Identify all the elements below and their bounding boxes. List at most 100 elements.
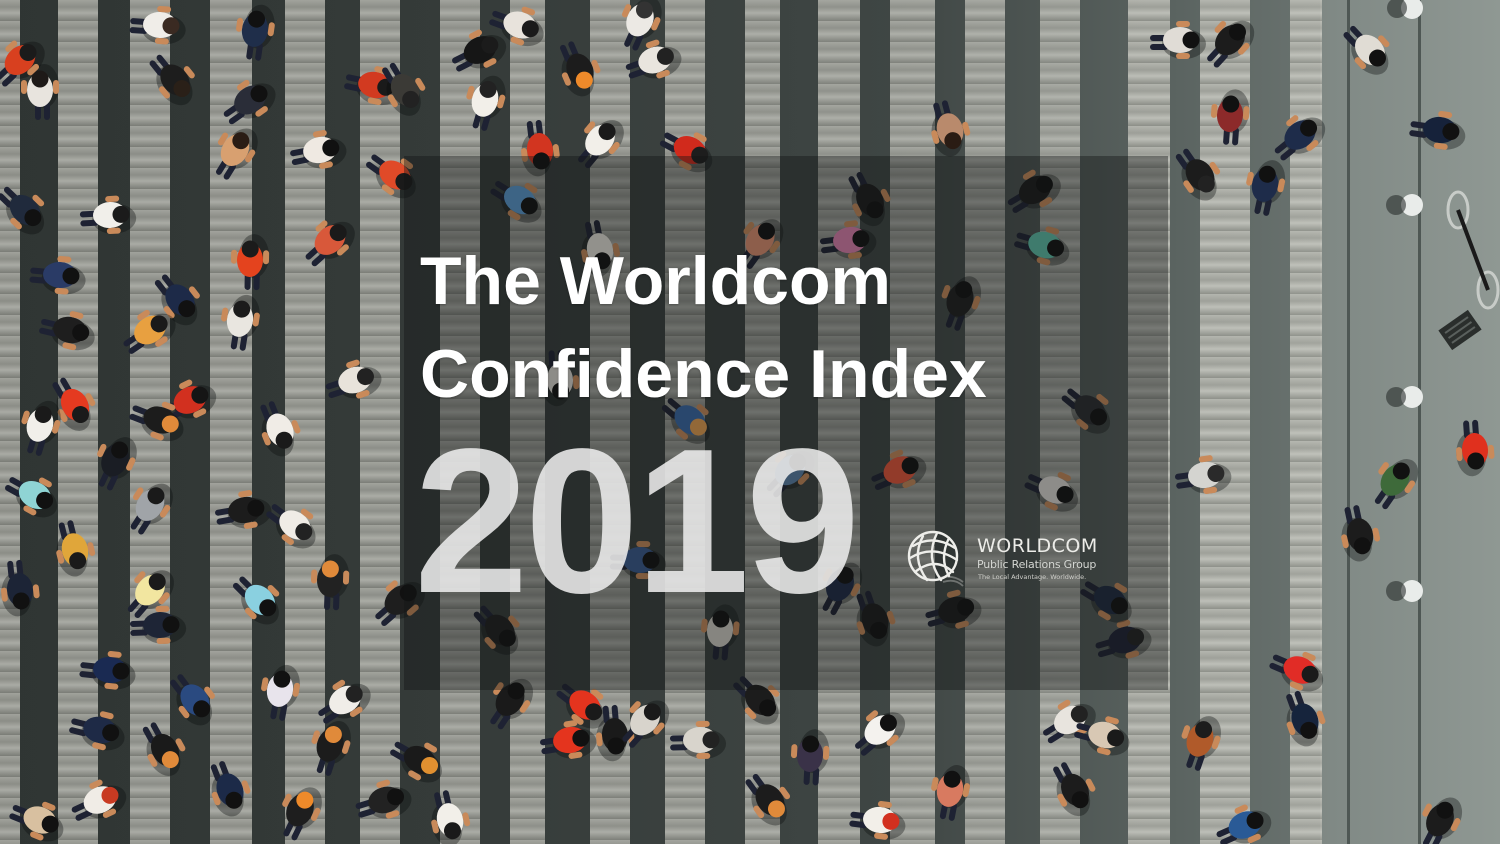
kerb-line	[1418, 0, 1421, 844]
title-overlay-box	[404, 156, 1168, 690]
bollards	[1386, 0, 1423, 602]
pedestrian	[871, 449, 927, 490]
pedestrian	[170, 674, 215, 726]
pedestrian	[366, 154, 416, 199]
pedestrian	[79, 195, 137, 235]
logo-subtitle: Public Relations Group	[977, 558, 1097, 571]
pedestrian	[733, 676, 780, 725]
pedestrian	[1061, 388, 1111, 434]
pedestrian	[1274, 115, 1326, 161]
pedestrian	[466, 75, 506, 131]
pedestrian	[318, 679, 371, 724]
pedestrian	[221, 294, 260, 351]
pedestrian	[1150, 21, 1206, 59]
pedestrian	[1053, 762, 1096, 817]
pedestrian	[21, 400, 61, 456]
pedestrian	[52, 377, 96, 431]
pedestrian	[849, 800, 906, 840]
pedestrian	[1269, 651, 1324, 692]
logo-wordmark: WORLDCOM	[977, 535, 1098, 557]
pedestrian	[355, 779, 412, 819]
pedestrian	[700, 604, 740, 661]
pedestrian	[390, 741, 442, 783]
pedestrian	[29, 255, 86, 295]
pedestrian	[622, 700, 670, 748]
pedestrian	[520, 119, 560, 177]
pedestrian	[127, 570, 174, 618]
pedestrian	[766, 450, 815, 498]
pedestrian	[21, 64, 59, 120]
pedestrian	[305, 220, 355, 267]
pedestrian	[1174, 455, 1232, 494]
pedestrian	[79, 650, 136, 690]
pedestrian	[56, 520, 96, 577]
pedestrian	[452, 29, 507, 72]
pedestrian	[1080, 581, 1132, 623]
pedestrian	[215, 490, 272, 529]
pedestrian	[1246, 160, 1286, 216]
crosswalk-stripe	[890, 0, 935, 844]
pedestrian	[1181, 716, 1221, 771]
pedestrian	[540, 720, 597, 759]
pedestrian	[848, 172, 891, 227]
pedestrian	[0, 559, 40, 617]
pedestrian	[142, 722, 186, 777]
pedestrian	[556, 683, 606, 729]
pedestrian	[210, 761, 251, 817]
pedestrian	[261, 664, 300, 721]
pedestrian	[1343, 25, 1390, 75]
worldcom-logo: WORLDCOM Public Relations Group The Loca…	[903, 528, 1103, 588]
pedestrian	[290, 129, 347, 169]
crosswalk-stripe	[1128, 0, 1170, 844]
pedestrian	[560, 41, 601, 97]
pedestrian	[941, 276, 982, 331]
pedestrian	[260, 401, 301, 457]
pedestrian	[232, 576, 280, 625]
pedestrian	[739, 219, 784, 269]
pedestrian	[490, 678, 534, 730]
pedestrian	[4, 477, 58, 518]
pedestrian	[473, 605, 520, 655]
kerb-line	[1347, 0, 1350, 844]
pedestrian	[621, 0, 662, 51]
crosswalk-stripe	[360, 0, 400, 844]
pedestrian	[1210, 89, 1250, 146]
pedestrian	[1422, 797, 1463, 844]
pedestrian	[1014, 226, 1070, 266]
pedestrian	[595, 704, 635, 762]
pedestrian	[669, 720, 727, 760]
pedestrian	[129, 5, 186, 45]
pedestrian	[659, 132, 713, 173]
pedestrian	[154, 274, 200, 326]
pedestrian	[1341, 505, 1381, 562]
pedestrian	[625, 39, 682, 79]
crosswalk-stripe	[818, 0, 860, 844]
pedestrian	[856, 590, 896, 647]
pedestrian	[71, 779, 127, 821]
pedestrian	[819, 220, 877, 260]
pedestrian	[931, 100, 971, 157]
pedestrian	[490, 180, 542, 223]
pedestrian	[489, 6, 544, 47]
pedestrian	[822, 562, 863, 616]
pedestrian	[382, 62, 426, 116]
pedestrian	[375, 580, 425, 626]
cover-year: 2019	[414, 406, 860, 636]
crosswalk-stripe	[965, 0, 1005, 844]
pedestrian	[931, 765, 971, 821]
logo-tagline: The Local Advantage. Worldwide.	[978, 573, 1087, 581]
pedestrian	[236, 4, 275, 61]
sidewalk	[1320, 0, 1500, 844]
pedestrian	[129, 401, 184, 442]
pedestrian	[745, 773, 791, 826]
pedestrian	[1175, 148, 1221, 201]
pedestrian	[1095, 619, 1152, 659]
cover-title-line-1: The Worldcom	[420, 243, 891, 319]
pedestrian	[69, 711, 125, 751]
pedestrian	[581, 220, 621, 277]
pedestrian	[130, 483, 173, 535]
crosswalk-stripe	[1040, 0, 1080, 844]
pedestrian	[661, 398, 710, 444]
